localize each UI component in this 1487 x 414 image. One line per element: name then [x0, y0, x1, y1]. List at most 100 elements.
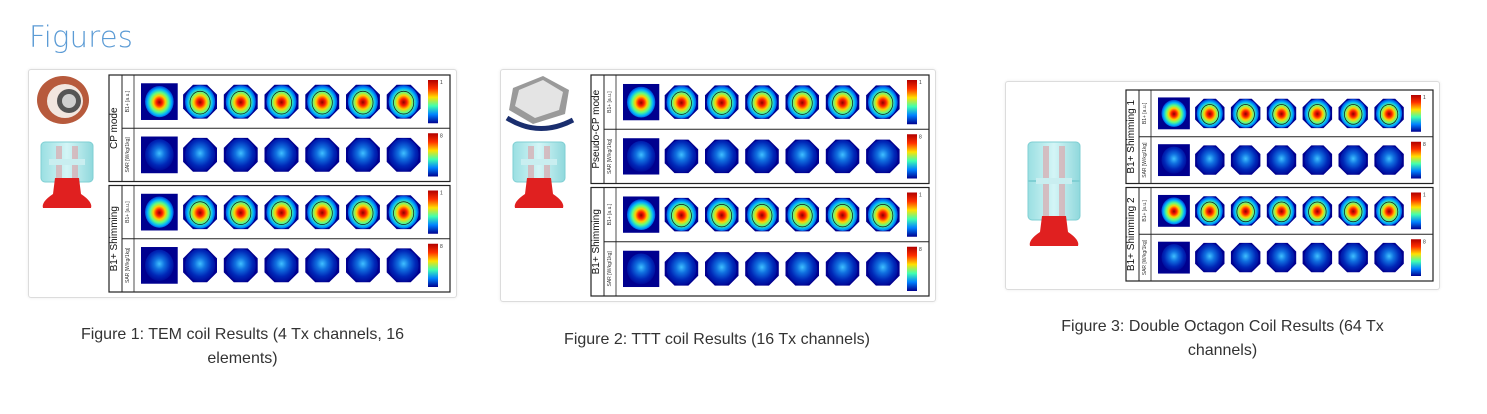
figure-graphic: CP mode B1+ [a.u.] 1 SAR [W/kg/1kg] 8 B1+ Shi… — [37, 74, 451, 293]
sar-map — [223, 248, 258, 283]
figure-1-caption: Figure 1: TEM coil Results (4 Tx channel… — [80, 326, 405, 367]
colorbar-max-label: 8 — [440, 244, 443, 250]
colorbar — [428, 80, 438, 124]
colorbar — [907, 192, 917, 237]
sar-map — [305, 248, 340, 283]
group-label: Pseudo-CP mode — [591, 89, 602, 168]
b1-field-map — [866, 85, 900, 119]
b1-field-map — [1266, 196, 1297, 226]
b1-field-map — [346, 84, 380, 119]
b1-field-map — [141, 83, 178, 120]
b1-field-map — [183, 84, 217, 119]
sar-map — [1195, 145, 1225, 175]
b1-field-map — [1230, 196, 1261, 226]
b1-field-map — [785, 197, 819, 232]
map-group: B1+ Shimming 2 B1+ [a.u.] 1 SAR [W/kg/1kg] 8 — [1125, 186, 1434, 282]
b1-field-map — [705, 197, 739, 232]
sar-map — [305, 137, 340, 172]
colorbar-max-label: 8 — [919, 247, 922, 253]
row-label: B1+ [a.u.] — [607, 203, 613, 225]
b1-field-map — [664, 197, 699, 232]
sar-map — [141, 247, 178, 284]
figure-1-image[interactable]: CP mode B1+ [a.u.] 1 SAR [W/kg/1kg] 8 B1+ Shi… — [28, 69, 457, 298]
figure-graphic: B1+ Shimming 1 B1+ [a.u.] 1 SAR [W/kg/1kg] 8… — [1027, 89, 1434, 282]
sar-map — [825, 139, 860, 174]
b1-field-map — [825, 197, 860, 232]
b1-field-map — [623, 196, 660, 233]
sar-map — [183, 137, 217, 172]
sar-map — [1302, 242, 1333, 273]
sar-map — [745, 252, 779, 286]
group-label: B1+ Shimming 1 — [1126, 99, 1137, 173]
b1-field-map — [346, 195, 380, 230]
b1-field-map — [825, 85, 860, 119]
sar-map — [1266, 145, 1297, 175]
colorbar — [907, 80, 917, 125]
b1-field-map — [623, 83, 660, 121]
b1-field-map — [1158, 97, 1190, 130]
sar-map — [825, 252, 860, 286]
group-label: B1+ Shimming — [591, 209, 602, 274]
coil-model-illustration — [1027, 141, 1081, 246]
b1-field-map — [745, 197, 779, 232]
figure-3-image[interactable]: B1+ Shimming 1 B1+ [a.u.] 1 SAR [W/kg/1kg] 8… — [1005, 81, 1440, 290]
colorbar-max-label: 8 — [1423, 239, 1426, 245]
row-label: SAR [W/kg/1kg] — [1142, 239, 1148, 275]
colorbar — [1411, 192, 1421, 230]
row-label: SAR [W/kg/1kg] — [125, 137, 131, 173]
sar-map — [664, 252, 699, 286]
colorbar-max-label: 8 — [440, 133, 443, 139]
colorbar — [428, 190, 438, 234]
sar-map — [1338, 242, 1368, 273]
colorbar — [1411, 141, 1421, 179]
section-heading: Figures — [29, 20, 134, 54]
b1-field-map — [1374, 98, 1404, 129]
colorbar-max-label: 1 — [1423, 95, 1426, 101]
colorbar-max-label: 1 — [440, 191, 443, 197]
b1-field-map — [745, 85, 779, 119]
sar-map — [623, 138, 660, 175]
sar-map — [1302, 145, 1333, 175]
colorbar-max-label: 8 — [1423, 142, 1426, 148]
b1-field-map — [785, 85, 819, 119]
sar-map — [346, 248, 380, 283]
b1-field-map — [1195, 196, 1225, 226]
sar-map — [866, 252, 900, 286]
colorbar — [907, 134, 917, 179]
b1-field-map — [1158, 194, 1190, 227]
b1-field-map — [223, 195, 258, 230]
figure-2-image[interactable]: Pseudo-CP mode B1+ [a.u.] 1 SAR [W/kg/1kg] 8… — [500, 69, 936, 302]
colorbar — [1411, 239, 1421, 276]
b1-field-map — [183, 195, 217, 230]
b1-field-map — [141, 193, 178, 231]
row-label: B1+ [a.u.] — [125, 90, 131, 112]
b1-field-map — [386, 84, 421, 119]
colorbar — [907, 246, 917, 291]
group-label: B1+ Shimming — [109, 206, 120, 271]
sar-map — [386, 137, 421, 172]
colorbar-max-label: 1 — [919, 193, 922, 199]
b1-field-map — [1338, 196, 1368, 226]
sar-map — [745, 139, 779, 174]
b1-field-map — [305, 195, 340, 230]
b1-field-map — [1374, 196, 1404, 226]
map-group: B1+ Shimming 1 B1+ [a.u.] 1 SAR [W/kg/1kg] 8 — [1125, 89, 1434, 185]
b1-field-map — [866, 197, 900, 232]
coil-model-illustration — [37, 76, 94, 208]
group-label: B1+ Shimming 2 — [1126, 197, 1137, 271]
sar-map — [1195, 242, 1225, 273]
sar-map — [785, 139, 819, 174]
b1-field-map — [223, 84, 258, 119]
b1-field-map — [305, 84, 340, 119]
group-label: CP mode — [109, 107, 120, 149]
b1-field-map — [264, 84, 299, 119]
row-label: SAR [W/kg/1kg] — [607, 138, 613, 174]
sar-map — [223, 137, 258, 172]
sar-map — [866, 139, 900, 174]
colorbar — [428, 243, 438, 287]
b1-field-map — [1302, 196, 1333, 226]
map-group: B1+ Shimming B1+ [a.u.] 1 SAR [W/kg/1kg] 8 — [590, 186, 930, 297]
map-group: Pseudo-CP mode B1+ [a.u.] 1 SAR [W/kg/1kg] 8 — [590, 74, 930, 185]
sar-map — [623, 250, 660, 288]
sar-map — [664, 139, 699, 174]
